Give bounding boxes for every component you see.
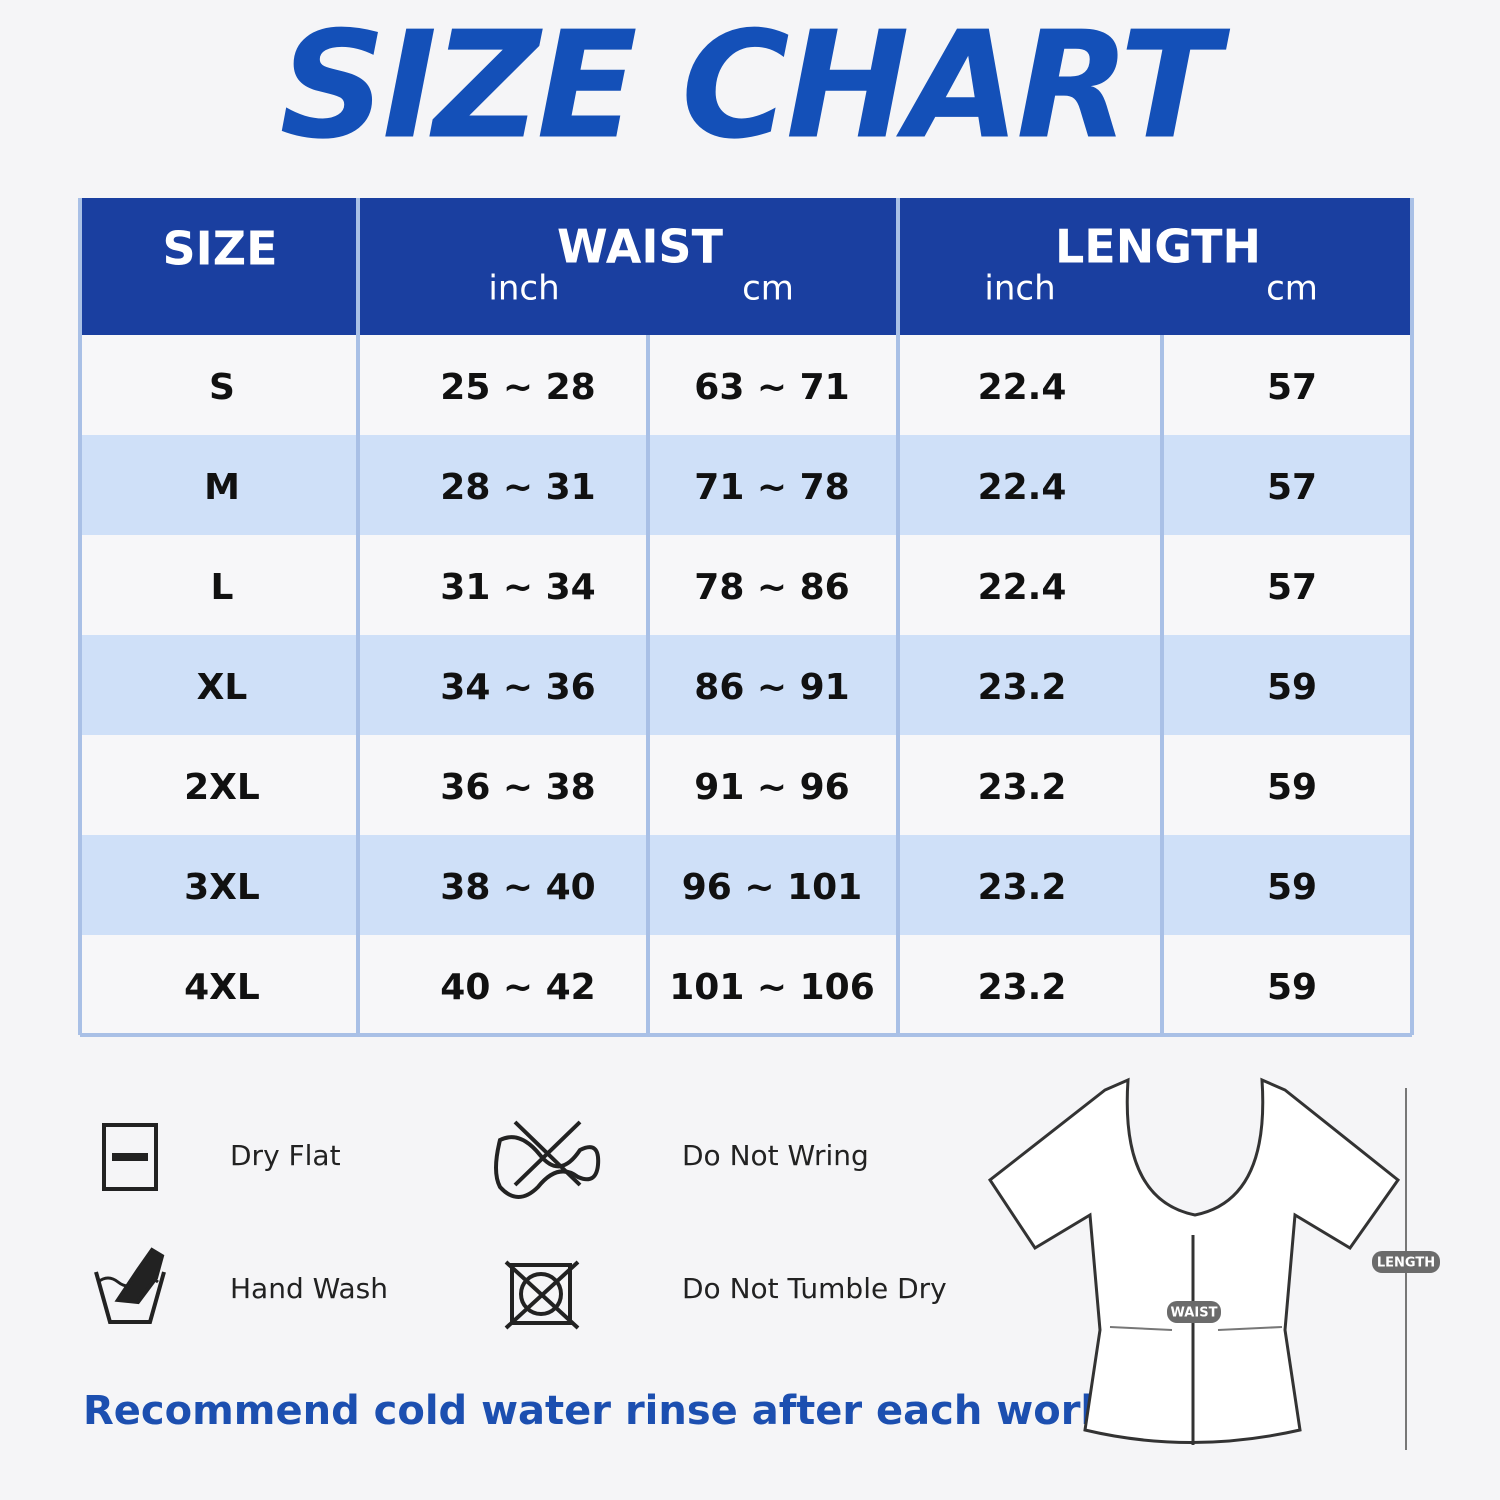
- do-not-wring-icon: [494, 1120, 601, 1199]
- table-cell: 57: [1267, 567, 1317, 608]
- unit-label: inch: [984, 269, 1055, 309]
- care-label: Do Not Wring: [682, 1139, 869, 1172]
- table-cell: S: [209, 367, 235, 408]
- table-cell: 22.4: [978, 467, 1067, 508]
- table-cell: 57: [1267, 367, 1317, 408]
- title: SIZE CHART: [280, 0, 1231, 172]
- waist-pill: [1167, 1301, 1221, 1323]
- unit-label: cm: [1266, 269, 1318, 309]
- table-cell: 86 ~ 91: [694, 667, 849, 708]
- column-label: SIZE: [162, 222, 277, 276]
- table-cell: 59: [1267, 767, 1317, 808]
- table-row: [80, 535, 1412, 635]
- table-row: [80, 335, 1412, 435]
- table-cell: 28 ~ 31: [440, 467, 595, 508]
- table-cell: 23.2: [978, 667, 1067, 708]
- table-row: [80, 435, 1412, 535]
- table-cell: 23.2: [978, 767, 1067, 808]
- table-cell: 96 ~ 101: [682, 867, 862, 908]
- table-body: S 25 ~ 28 63 ~ 71 22.4 57 M 28 ~ 31 71 ~ 78 22.4…: [80, 335, 1412, 1035]
- table-row: [80, 635, 1412, 735]
- table-cell: M: [204, 467, 240, 508]
- table-cell: 59: [1267, 867, 1317, 908]
- column-label: LENGTH: [1055, 220, 1261, 274]
- table-cell: 101 ~ 106: [669, 967, 875, 1008]
- table-cell: XL: [197, 667, 248, 708]
- table-cell: 59: [1267, 667, 1317, 708]
- table-row: [80, 935, 1412, 1035]
- table-cell: 40 ~ 42: [440, 967, 595, 1008]
- table-cell: 71 ~ 78: [694, 467, 849, 508]
- table-row: [80, 835, 1412, 935]
- table-cell: 36 ~ 38: [440, 767, 595, 808]
- unit-label: inch: [488, 269, 559, 309]
- table-cell: 63 ~ 71: [694, 367, 849, 408]
- table-header: [80, 198, 1412, 335]
- table-cell: 23.2: [978, 967, 1067, 1008]
- diagram-label: LENGTH: [1377, 1256, 1435, 1271]
- table-cell: L: [211, 567, 234, 608]
- table-cell: 25 ~ 28: [440, 367, 595, 408]
- hand-wash-icon: [94, 1247, 166, 1324]
- table-cell: 3XL: [184, 867, 260, 908]
- care-label: Dry Flat: [230, 1139, 341, 1172]
- table-cell: 57: [1267, 467, 1317, 508]
- table-row: [80, 735, 1412, 835]
- table-cell: 2XL: [184, 767, 260, 808]
- note: Recommend cold water rinse after each wo…: [83, 1388, 1196, 1434]
- table-cell: 59: [1267, 967, 1317, 1008]
- dry-flat-icon: [102, 1123, 158, 1191]
- do-not-tumble-dry-icon: [504, 1260, 580, 1330]
- table-cell: 91 ~ 96: [694, 767, 849, 808]
- unit-label: cm: [742, 269, 794, 309]
- table-cell: 4XL: [184, 967, 260, 1008]
- care-label: Do Not Tumble Dry: [682, 1272, 947, 1305]
- diagram-label: WAIST: [1171, 1306, 1218, 1321]
- table-cell: 34 ~ 36: [440, 667, 595, 708]
- length-pill: [1372, 1251, 1440, 1273]
- table-cell: 22.4: [978, 567, 1067, 608]
- care-label: Hand Wash: [230, 1272, 388, 1305]
- table-cell: 38 ~ 40: [440, 867, 595, 908]
- column-label: WAIST: [557, 220, 724, 274]
- care-icons: [94, 1120, 601, 1330]
- size-table: SIZE WAIST inch cm LENGTH inch cm S 25 ~ …: [78, 198, 1414, 1037]
- garment-diagram: [987, 1077, 1401, 1445]
- table-cell: 22.4: [978, 367, 1067, 408]
- table-cell: 78 ~ 86: [694, 567, 849, 608]
- table-cell: 23.2: [978, 867, 1067, 908]
- table-cell: 31 ~ 34: [440, 567, 595, 608]
